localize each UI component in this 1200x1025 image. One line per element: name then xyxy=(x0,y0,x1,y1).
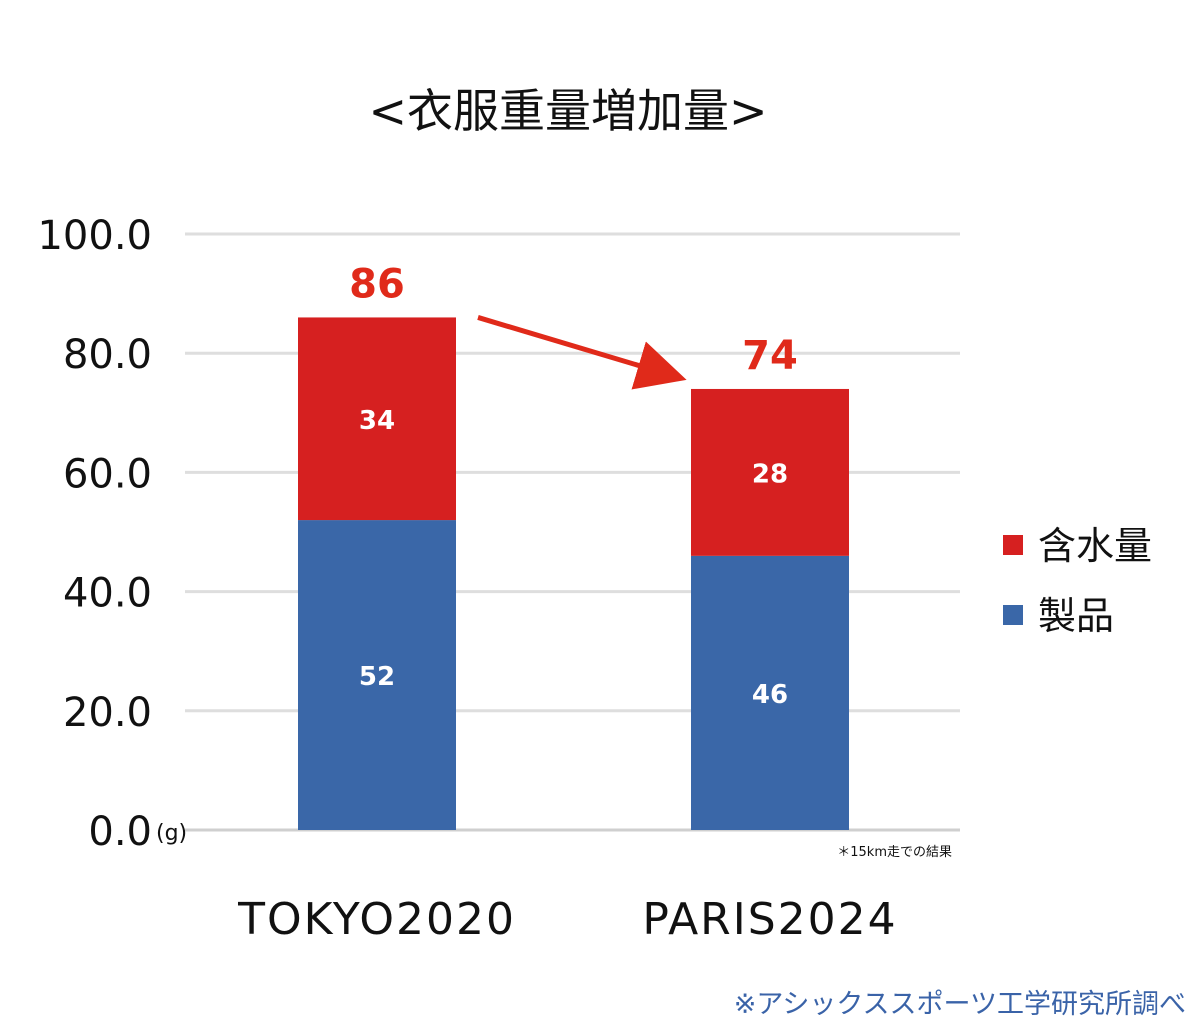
bar-paris2024-series-0 xyxy=(691,555,849,830)
bar-total-label: 74 xyxy=(742,333,798,379)
x-axis: TOKYO2020 PARIS2024 xyxy=(237,894,897,945)
bar-value-label: 34 xyxy=(359,406,395,436)
bars: 52 34 86 46 28 74 xyxy=(298,261,849,830)
bar-tokyo2020-series-0 xyxy=(298,520,456,830)
decrease-arrow xyxy=(477,315,687,390)
y-tick-label: 0.0 xyxy=(88,809,152,855)
y-tick-label: 100.0 xyxy=(37,213,152,259)
bar-total-label: 86 xyxy=(349,261,405,307)
bar-value-label: 28 xyxy=(752,459,788,489)
chart-title: <衣服重量増加量> xyxy=(368,84,767,138)
x-tick-label: TOKYO2020 xyxy=(237,894,516,945)
y-tick-label: 40.0 xyxy=(63,571,152,617)
y-tick-label: 80.0 xyxy=(63,332,152,378)
source-credit: ※アシックススポーツ工学研究所調べ xyxy=(734,989,1186,1020)
x-tick-label: PARIS2024 xyxy=(642,894,897,945)
bar-value-label: 52 xyxy=(359,662,395,692)
bar-paris2024-series-1 xyxy=(691,388,849,556)
legend-swatch xyxy=(1003,535,1023,555)
legend-label: 製品 xyxy=(1038,594,1114,638)
chart-note: ＊15km走での結果 xyxy=(837,845,952,860)
legend-label: 含水量 xyxy=(1038,524,1152,568)
bar-value-label: 46 xyxy=(752,680,788,710)
y-tick-label: 60.0 xyxy=(63,451,152,497)
legend-swatch xyxy=(1003,605,1023,625)
bar-tokyo2020-series-1 xyxy=(298,317,456,521)
y-unit-label: (g) xyxy=(156,821,187,846)
y-tick-label: 20.0 xyxy=(63,690,152,736)
y-axis: 0.0 20.0 40.0 60.0 80.0 100.0 xyxy=(37,213,152,855)
